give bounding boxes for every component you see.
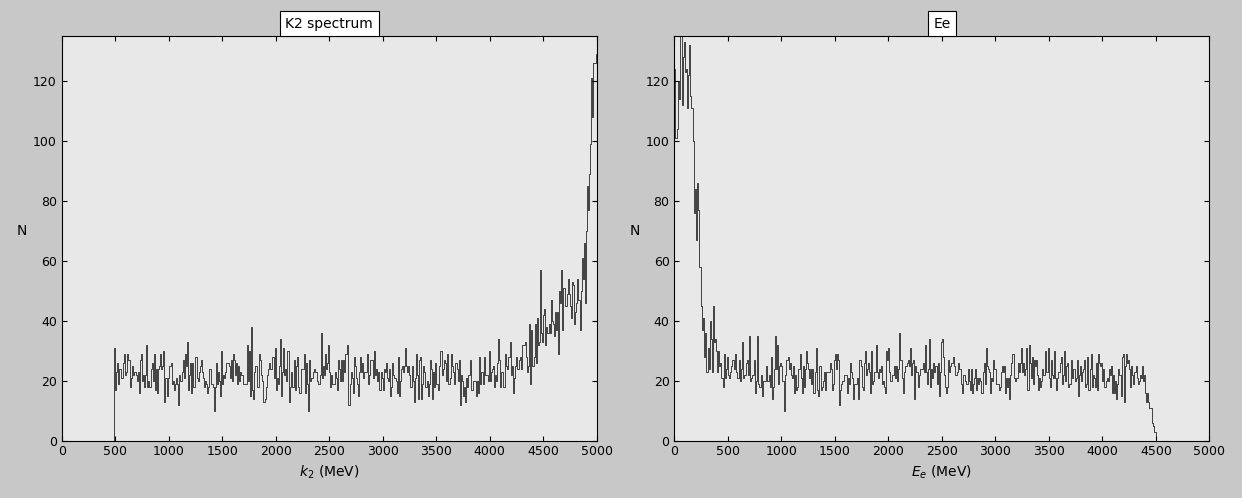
Title: Ee: Ee bbox=[933, 16, 950, 31]
X-axis label: $E_e$ (MeV): $E_e$ (MeV) bbox=[912, 464, 972, 482]
Title: K2 spectrum: K2 spectrum bbox=[286, 16, 373, 31]
Y-axis label: N: N bbox=[630, 224, 640, 238]
Y-axis label: N: N bbox=[16, 224, 27, 238]
X-axis label: $k_2$ (MeV): $k_2$ (MeV) bbox=[299, 464, 359, 482]
